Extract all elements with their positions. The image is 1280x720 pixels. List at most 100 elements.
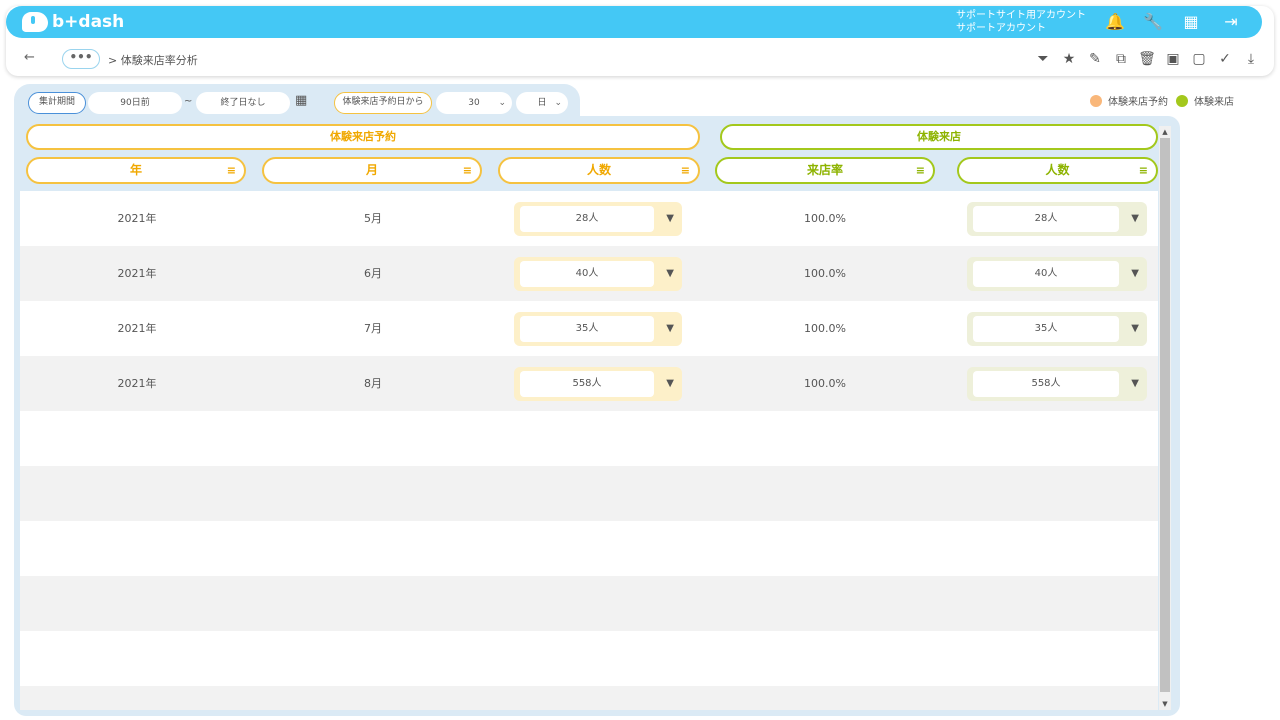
- sort-filter-icon[interactable]: ≡: [915, 164, 925, 177]
- caret-down-icon[interactable]: ▼: [666, 268, 674, 279]
- cell-year: 2021年: [117, 377, 157, 390]
- offset-select[interactable]: 30 ⌄: [436, 92, 512, 114]
- wrench-icon[interactable]: 🔧: [1143, 12, 1163, 31]
- app-grid-icon[interactable]: ▦: [1183, 12, 1199, 31]
- table-row: 2021年 7月 35人 ▼ 100.0% 35人 ▼: [20, 301, 1158, 356]
- column-count-label: 人数: [586, 163, 611, 177]
- unit-select[interactable]: 日 ⌄: [516, 92, 568, 114]
- top-bar: b+dash サポートサイト用アカウント サポートアカウント 🔔 🔧 ▦ ⇥: [6, 6, 1262, 38]
- scroll-down-arrow-icon[interactable]: ▼: [1162, 700, 1168, 708]
- visit-count-pill[interactable]: 35人 ▼: [967, 312, 1147, 346]
- start-date-input[interactable]: 90日前: [88, 92, 182, 114]
- sort-filter-icon[interactable]: ≡: [1138, 164, 1148, 177]
- table-row: 2021年 6月 40人 ▼ 100.0% 40人 ▼: [20, 246, 1158, 301]
- end-date-input[interactable]: 終了日なし: [196, 92, 290, 114]
- empty-row: [20, 631, 1158, 686]
- basis-label: 体験来店予約日から: [334, 92, 432, 114]
- bell-icon[interactable]: 🔔: [1105, 12, 1125, 31]
- cell-rate: 100.0%: [804, 322, 846, 335]
- sort-filter-icon[interactable]: ≡: [462, 164, 472, 177]
- app-logo[interactable]: b+dash: [22, 10, 124, 34]
- table-row: 2021年 8月 558人 ▼ 100.0% 558人 ▼: [20, 356, 1158, 411]
- chevron-down-icon: ⌄: [498, 98, 506, 108]
- column-count-label: 人数: [1045, 163, 1070, 177]
- user-check-icon[interactable]: ✓: [1219, 51, 1231, 67]
- unit-value: 日: [537, 98, 547, 108]
- reserve-count-value: 35人: [520, 316, 654, 342]
- column-header-year[interactable]: 年 ≡: [26, 157, 246, 184]
- empty-row: [20, 466, 1158, 521]
- sort-filter-icon[interactable]: ≡: [226, 164, 236, 177]
- caret-down-icon[interactable]: ▼: [1131, 323, 1139, 334]
- table-body: 2021年 5月 28人 ▼ 100.0% 28人 ▼ 2021年 6月 40人…: [20, 191, 1158, 710]
- empty-row: [20, 576, 1158, 631]
- more-breadcrumb-button[interactable]: •••: [62, 49, 100, 69]
- offset-value: 30: [468, 98, 480, 108]
- scrollbar-thumb[interactable]: [1160, 138, 1170, 692]
- visit-count-pill[interactable]: 40人 ▼: [967, 257, 1147, 291]
- empty-row: [20, 521, 1158, 576]
- column-header-month[interactable]: 月 ≡: [262, 157, 482, 184]
- caret-down-icon[interactable]: ▼: [1131, 268, 1139, 279]
- reserve-count-pill[interactable]: 28人 ▼: [514, 202, 682, 236]
- logout-icon[interactable]: ⇥: [1224, 12, 1238, 31]
- visit-count-pill[interactable]: 28人 ▼: [967, 202, 1147, 236]
- calendar-icon[interactable]: ▦: [295, 93, 308, 108]
- chevron-down-icon: ⌄: [554, 98, 562, 108]
- sort-filter-icon[interactable]: ≡: [680, 164, 690, 177]
- filter-user-icon[interactable]: ⏷: [1037, 51, 1049, 67]
- caret-down-icon[interactable]: ▼: [666, 378, 674, 389]
- table-row: 2021年 5月 28人 ▼ 100.0% 28人 ▼: [20, 191, 1158, 246]
- column-year-label: 年: [129, 163, 142, 177]
- column-month-label: 月: [365, 163, 378, 177]
- visit-count-value: 40人: [973, 261, 1119, 287]
- period-label: 集計期間: [28, 92, 86, 114]
- empty-row: [20, 411, 1158, 466]
- cell-month: 8月: [364, 377, 382, 390]
- back-arrow-icon[interactable]: ←: [24, 50, 35, 65]
- caret-down-icon[interactable]: ▼: [666, 213, 674, 224]
- visit-count-value: 35人: [973, 316, 1119, 342]
- column-header-reserve-count[interactable]: 人数 ≡: [498, 157, 700, 184]
- unarchive-icon[interactable]: ▢: [1192, 51, 1206, 67]
- reserve-count-pill[interactable]: 558人 ▼: [514, 367, 682, 401]
- column-rate-label: 来店率: [806, 163, 843, 177]
- group-header-reservation: 体験来店予約: [26, 124, 700, 150]
- vertical-scrollbar[interactable]: ▲ ▼: [1159, 126, 1171, 710]
- cell-year: 2021年: [117, 267, 157, 280]
- range-tilde: ~: [184, 96, 193, 107]
- edit-icon[interactable]: ✎: [1089, 51, 1101, 67]
- cell-month: 5月: [364, 212, 382, 225]
- trash-icon[interactable]: 🗑: [1138, 51, 1156, 67]
- caret-down-icon[interactable]: ▼: [666, 323, 674, 334]
- copy-icon[interactable]: ⧉: [1116, 51, 1126, 67]
- legend: 体験来店予約 体験来店: [1090, 93, 1234, 108]
- caret-down-icon[interactable]: ▼: [1131, 213, 1139, 224]
- cell-year: 2021年: [117, 322, 157, 335]
- star-icon[interactable]: ★: [1062, 51, 1076, 67]
- account-info[interactable]: サポートサイト用アカウント サポートアカウント: [956, 9, 1086, 35]
- account-name: サポートアカウント: [956, 23, 1046, 34]
- column-header-rate[interactable]: 来店率 ≡: [715, 157, 935, 184]
- logo-cloud-icon: [22, 12, 48, 32]
- reserve-count-pill[interactable]: 35人 ▼: [514, 312, 682, 346]
- caret-down-icon[interactable]: ▼: [1131, 378, 1139, 389]
- legend-visit-label: 体験来店: [1194, 97, 1234, 108]
- cell-year: 2021年: [117, 212, 157, 225]
- visit-count-value: 558人: [973, 371, 1119, 397]
- breadcrumb-current: > 体験来店率分析: [108, 54, 198, 67]
- logo-text: b+dash: [52, 12, 125, 32]
- reserve-count-pill[interactable]: 40人 ▼: [514, 257, 682, 291]
- download-icon[interactable]: ⤓: [1247, 51, 1255, 67]
- archive-icon[interactable]: ▣: [1166, 51, 1180, 67]
- column-header-visit-count[interactable]: 人数 ≡: [957, 157, 1158, 184]
- visit-count-pill[interactable]: 558人 ▼: [967, 367, 1147, 401]
- cell-month: 7月: [364, 322, 382, 335]
- legend-reservation-dot: [1090, 94, 1102, 107]
- legend-visit-dot: [1176, 94, 1188, 107]
- reserve-count-value: 40人: [520, 261, 654, 287]
- scroll-up-arrow-icon[interactable]: ▲: [1162, 128, 1168, 136]
- filter-bar: 集計期間 90日前 ~ 終了日なし ▦ 体験来店予約日から 30 ⌄ 日 ⌄: [14, 84, 580, 120]
- action-toolbar: ⏷ ★ ✎ ⧉ 🗑 ▣ ▢ ✓ ⤓: [1032, 48, 1262, 70]
- group-header-visit: 体験来店: [720, 124, 1158, 150]
